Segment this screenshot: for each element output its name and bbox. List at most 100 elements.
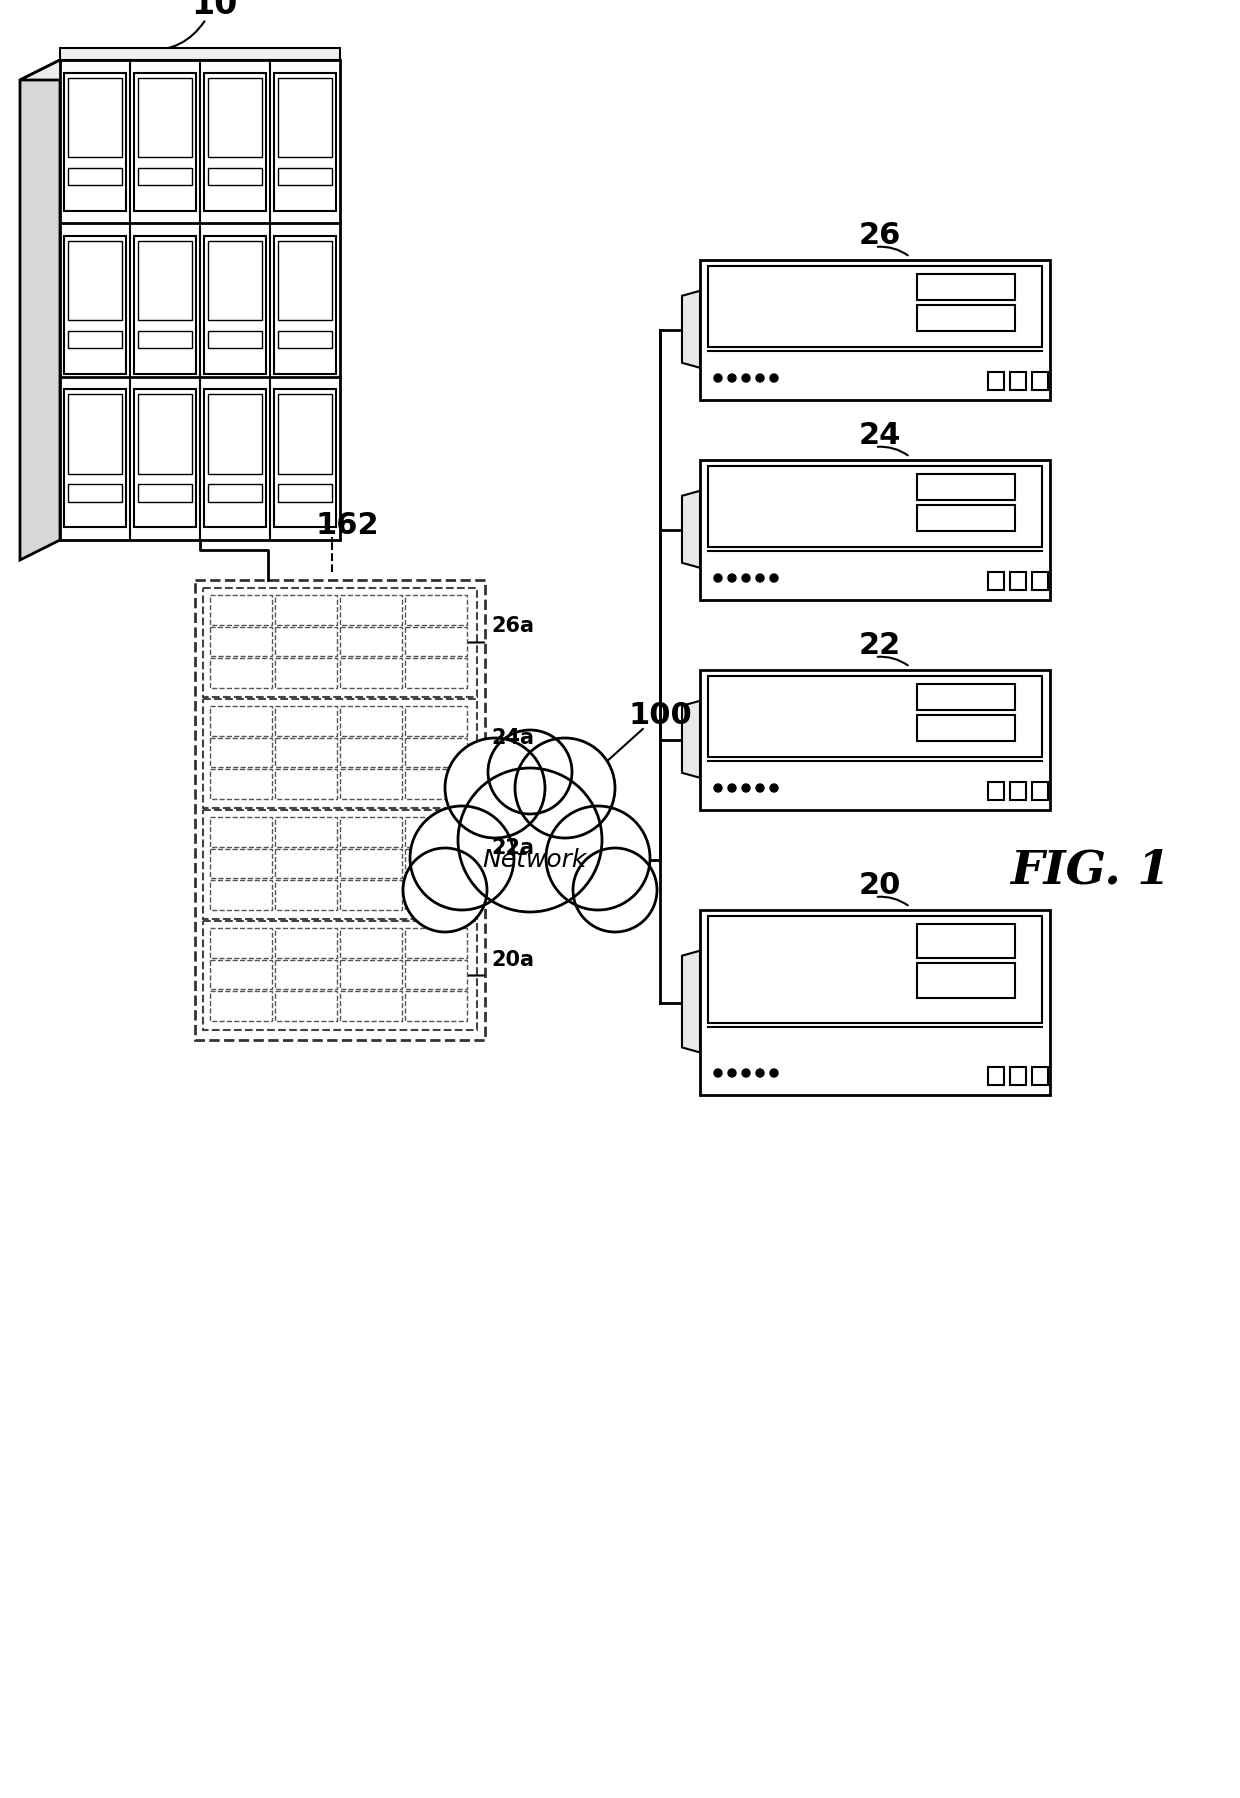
Bar <box>203 811 477 919</box>
Bar <box>405 881 467 910</box>
Bar <box>405 770 467 798</box>
Text: 100: 100 <box>629 701 692 730</box>
Bar <box>210 595 272 624</box>
Circle shape <box>756 374 764 381</box>
Bar <box>275 595 337 624</box>
Bar <box>708 266 1042 347</box>
Text: 24: 24 <box>859 421 901 450</box>
Bar <box>405 816 467 847</box>
Circle shape <box>742 1070 750 1077</box>
Bar <box>275 707 337 735</box>
Bar <box>988 782 1004 800</box>
Bar <box>340 707 402 735</box>
Bar <box>708 676 1042 757</box>
Bar <box>68 484 122 502</box>
Bar <box>1011 372 1025 390</box>
Bar <box>918 716 1016 741</box>
Bar <box>134 72 196 210</box>
Bar <box>68 241 122 320</box>
Bar <box>340 658 402 689</box>
Circle shape <box>714 1070 722 1077</box>
Bar <box>208 394 262 473</box>
Circle shape <box>770 1070 777 1077</box>
Circle shape <box>728 784 737 791</box>
Bar <box>210 881 272 910</box>
Circle shape <box>489 730 572 814</box>
Bar <box>274 236 336 374</box>
Circle shape <box>742 574 750 583</box>
Bar <box>340 928 402 958</box>
Circle shape <box>770 374 777 381</box>
Bar <box>405 737 467 768</box>
Bar <box>918 683 1016 710</box>
Bar <box>405 707 467 735</box>
Bar <box>210 928 272 958</box>
Bar <box>701 910 1050 1095</box>
Bar <box>275 658 337 689</box>
Bar <box>210 707 272 735</box>
Bar <box>205 390 267 527</box>
Bar <box>138 331 192 349</box>
Bar <box>275 991 337 1021</box>
Bar <box>340 960 402 989</box>
Bar <box>274 390 336 527</box>
Text: FIG. 1: FIG. 1 <box>1009 847 1171 894</box>
Bar <box>701 460 1050 601</box>
Bar <box>208 484 262 502</box>
Circle shape <box>756 1070 764 1077</box>
Bar <box>134 236 196 374</box>
Bar <box>278 484 332 502</box>
Bar <box>68 167 122 185</box>
Bar <box>275 737 337 768</box>
Bar <box>64 72 126 210</box>
Text: 162: 162 <box>315 511 378 539</box>
Bar <box>708 466 1042 547</box>
Bar <box>64 390 126 527</box>
Bar <box>138 77 192 156</box>
Circle shape <box>573 849 657 931</box>
Circle shape <box>714 784 722 791</box>
Bar <box>278 77 332 156</box>
Circle shape <box>770 574 777 583</box>
Bar <box>340 737 402 768</box>
Bar <box>275 816 337 847</box>
Bar <box>278 241 332 320</box>
Polygon shape <box>682 291 701 369</box>
Bar <box>275 770 337 798</box>
Bar <box>340 628 402 656</box>
Bar <box>210 991 272 1021</box>
Bar <box>203 921 477 1030</box>
Bar <box>208 331 262 349</box>
Bar <box>708 915 1042 1023</box>
Bar <box>1011 572 1025 590</box>
Bar <box>988 372 1004 390</box>
Circle shape <box>458 768 601 912</box>
Bar <box>405 960 467 989</box>
Bar <box>210 770 272 798</box>
Bar <box>275 628 337 656</box>
Circle shape <box>714 374 722 381</box>
Polygon shape <box>682 701 701 779</box>
Bar <box>68 394 122 473</box>
Bar <box>918 475 1016 500</box>
Bar <box>340 881 402 910</box>
Text: 22: 22 <box>859 631 901 660</box>
Bar <box>340 816 402 847</box>
Bar <box>208 241 262 320</box>
Bar <box>278 331 332 349</box>
Bar <box>340 849 402 879</box>
Bar <box>68 331 122 349</box>
Bar <box>205 236 267 374</box>
Circle shape <box>410 806 515 910</box>
Bar <box>918 306 1016 331</box>
Circle shape <box>742 784 750 791</box>
Bar <box>918 505 1016 530</box>
Bar <box>195 581 485 1039</box>
Bar <box>1011 1066 1025 1084</box>
Bar <box>208 167 262 185</box>
Bar <box>68 77 122 156</box>
Bar <box>1032 372 1048 390</box>
Circle shape <box>403 849 487 931</box>
Bar <box>340 595 402 624</box>
Text: 24a: 24a <box>491 728 534 748</box>
